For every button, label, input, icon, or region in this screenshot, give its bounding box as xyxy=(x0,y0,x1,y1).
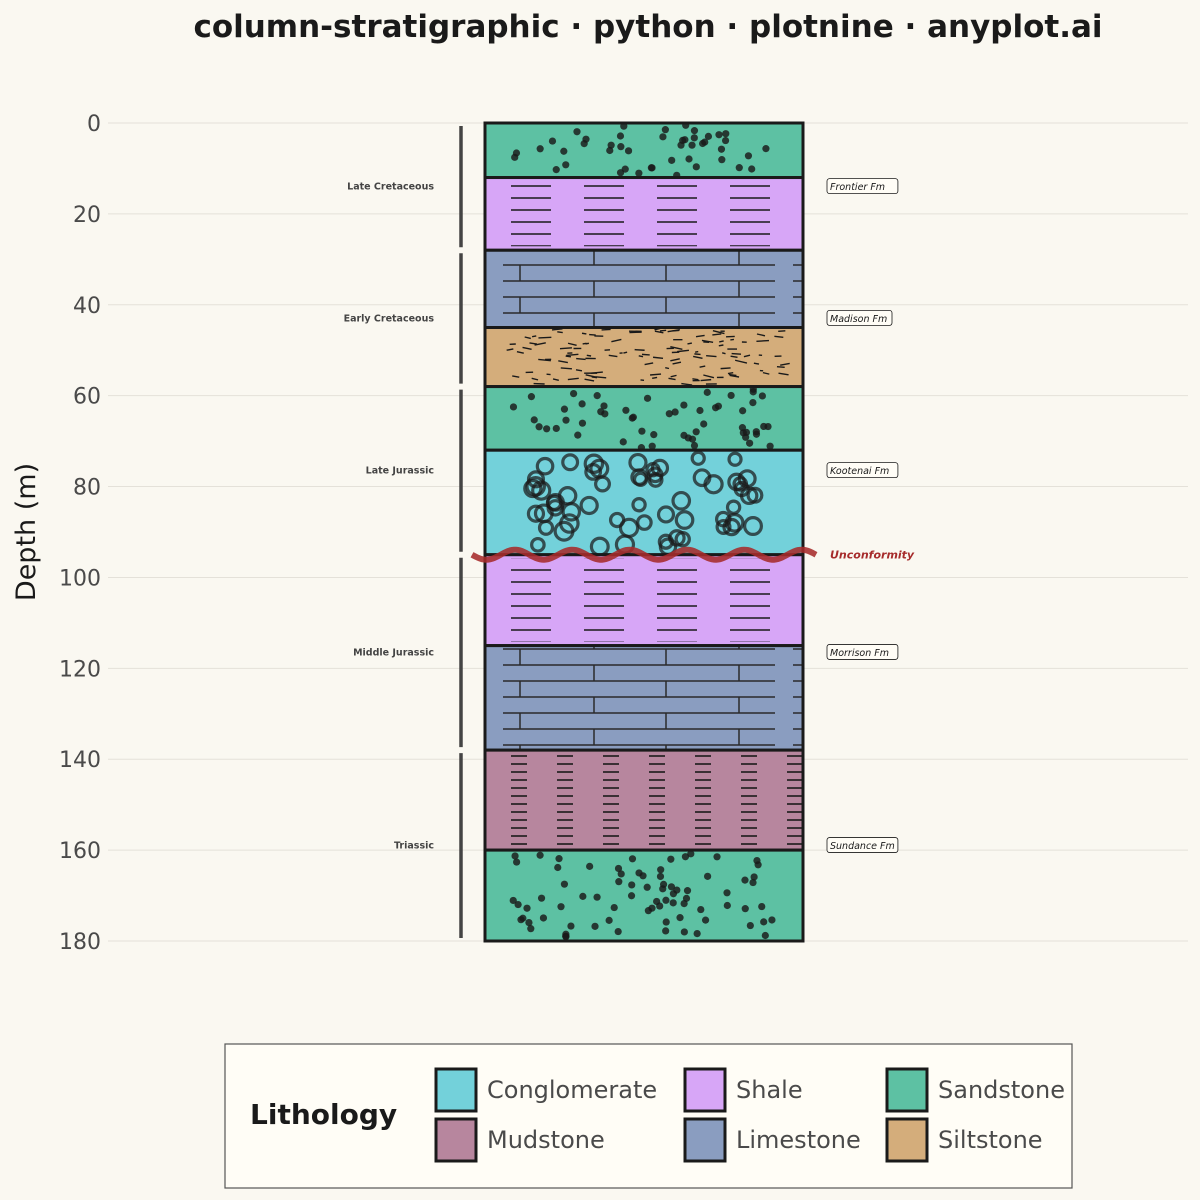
age-label: Middle Jurassic xyxy=(353,647,434,658)
layer-pattern xyxy=(506,327,790,386)
formation-label-box xyxy=(826,644,899,660)
legend-label: Siltstone xyxy=(938,1126,1043,1154)
formation-label-box xyxy=(826,178,899,195)
layer-mudstone xyxy=(483,748,805,852)
formation-label-box xyxy=(826,310,893,326)
layer-limestone xyxy=(483,248,805,329)
formation-label: Frontier Fm xyxy=(826,178,899,195)
layer-sandstone xyxy=(483,121,805,180)
layer-pattern xyxy=(485,645,803,751)
lithology-layers xyxy=(483,121,805,943)
legend-label: Mudstone xyxy=(487,1126,605,1154)
legend-label: Limestone xyxy=(736,1126,861,1154)
legend-entry-siltstone: Siltstone xyxy=(885,1117,1043,1163)
layer-shale xyxy=(483,176,805,252)
layer-pattern xyxy=(485,753,803,848)
legend-swatch xyxy=(434,1117,478,1163)
legend-title: Lithology xyxy=(250,1098,397,1131)
layer-pattern xyxy=(523,450,764,555)
y-tick-label: 140 xyxy=(59,748,101,773)
formation-labels: Frontier Fm Madison Fm Kootenai Fm Morrison… xyxy=(826,178,899,853)
formation-label: Sundance Fm xyxy=(826,837,899,853)
formation-label-box xyxy=(826,837,899,853)
legend-label: Conglomerate xyxy=(487,1076,657,1104)
unconformity-group: Unconformity xyxy=(470,546,915,563)
age-label: Early Cretaceous xyxy=(344,313,435,324)
layer-limestone xyxy=(483,644,805,752)
legend-entry-sandstone: Sandstone xyxy=(885,1067,1065,1113)
layer-shale xyxy=(483,553,805,648)
layer-siltstone xyxy=(483,326,805,389)
formation-label-text: Madison Fm xyxy=(830,314,887,325)
layer-outline xyxy=(483,848,805,943)
legend-entry-limestone: Limestone xyxy=(683,1117,861,1163)
legend-entry-mudstone: Mudstone xyxy=(434,1117,605,1163)
formation-label-text: Frontier Fm xyxy=(830,182,885,193)
y-tick-label: 0 xyxy=(87,112,101,137)
legend: Lithology Conglomerate Mudstone Shale Limes… xyxy=(224,1043,1073,1189)
age-label: Late Jurassic xyxy=(366,466,434,477)
legend-entry-conglomerate: Conglomerate xyxy=(434,1067,657,1113)
layer-pattern xyxy=(509,850,776,941)
formation-label-text: Sundance Fm xyxy=(830,841,895,852)
layer-pattern xyxy=(511,123,770,178)
legend-swatch xyxy=(885,1117,929,1163)
layer-pattern xyxy=(485,250,803,328)
layer-fill xyxy=(485,327,803,387)
layer-pattern xyxy=(485,181,803,247)
formation-label-text: Kootenai Fm xyxy=(830,466,889,477)
y-tick-label: 160 xyxy=(59,839,101,864)
layer-fill xyxy=(485,123,803,178)
legend-swatch xyxy=(885,1067,929,1113)
age-brackets: Late Cretaceous Early Cretaceous Late Jura… xyxy=(344,126,463,938)
unconformity-line xyxy=(470,546,818,563)
y-tick-label: 60 xyxy=(73,385,101,410)
legend-entry-shale: Shale xyxy=(683,1067,803,1113)
y-axis-label: Depth (m) xyxy=(11,463,42,601)
layer-pattern xyxy=(509,386,774,451)
y-tick-labels: 0 20 40 60 80 100 120 140 160 180 xyxy=(59,112,101,955)
layer-sandstone xyxy=(483,848,805,943)
legend-swatch xyxy=(434,1067,478,1113)
age-label: Triassic xyxy=(394,841,434,852)
legend-swatch xyxy=(683,1117,727,1163)
layer-pattern xyxy=(485,558,803,642)
legend-label: Sandstone xyxy=(938,1076,1065,1104)
y-tick-label: 100 xyxy=(59,566,101,591)
legend-box xyxy=(224,1043,1073,1189)
layer-fill xyxy=(485,386,803,451)
layer-sandstone xyxy=(483,385,805,452)
legend-swatch xyxy=(683,1067,727,1113)
age-label: Late Cretaceous xyxy=(347,182,434,193)
y-tick-label: 20 xyxy=(73,203,101,228)
chart-title: column-stratigraphic · python · plotnine… xyxy=(193,9,1102,45)
formation-label: Morrison Fm xyxy=(826,644,899,660)
formation-label-box xyxy=(826,462,899,479)
unconformity-label: Unconformity xyxy=(830,549,915,562)
formation-label: Madison Fm xyxy=(826,310,893,326)
y-tick-label: 80 xyxy=(73,476,101,501)
formation-label: Kootenai Fm xyxy=(826,462,899,479)
formation-label-text: Morrison Fm xyxy=(830,648,889,659)
layer-conglomerate xyxy=(483,448,805,557)
y-tick-label: 40 xyxy=(73,294,101,319)
legend-label: Shale xyxy=(736,1076,803,1104)
y-tick-label: 120 xyxy=(59,657,101,682)
y-tick-label: 180 xyxy=(59,930,101,955)
